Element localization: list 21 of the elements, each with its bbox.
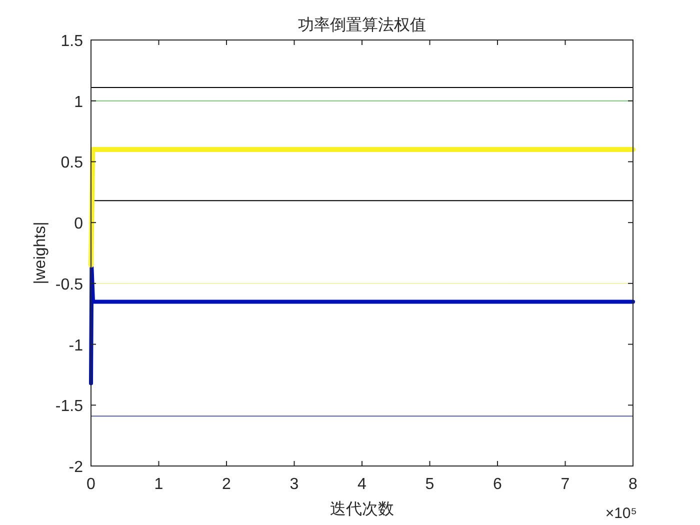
x-tick-label: 2: [222, 476, 232, 493]
y-tick-label: 0.5: [60, 154, 84, 172]
x-tick-label: 8: [628, 476, 638, 493]
x-tick-label: 6: [493, 476, 502, 493]
x-axis-title: 迭代次数: [330, 500, 394, 518]
text: ×10⁵: [605, 505, 637, 522]
y-tick-label: -0.5: [55, 276, 84, 294]
y-tick-label: 1: [74, 94, 84, 111]
y-tick-label: 1.5: [60, 33, 84, 50]
y-tick-label: -1: [68, 337, 84, 354]
x-tick-label: 4: [358, 476, 367, 493]
x-tick-label: 5: [425, 476, 434, 493]
y-tick-label: -2: [68, 459, 84, 476]
chart-title: 功率倒置算法权值: [298, 16, 426, 34]
y-tick-label: 0: [74, 216, 84, 233]
x-tick-label: 7: [560, 476, 570, 493]
y-tick-label: -1.5: [55, 398, 84, 416]
x-tick-label: 1: [154, 476, 164, 493]
x-tick-label: 3: [290, 476, 299, 493]
x-tick-label: 0: [86, 476, 96, 493]
y-axis-title: |weights|: [32, 222, 49, 284]
